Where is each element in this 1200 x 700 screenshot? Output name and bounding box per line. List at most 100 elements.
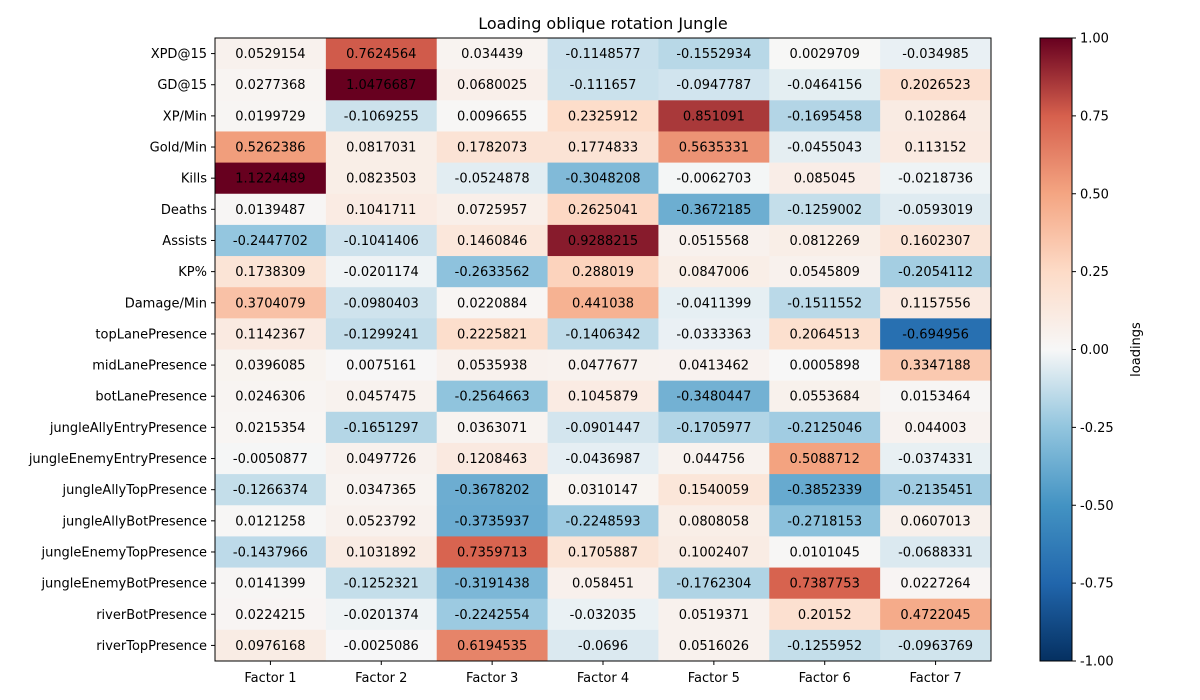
cell-value-label: -0.032035: [570, 608, 637, 623]
heatmap-cell: [658, 131, 770, 164]
row-label: topLanePresence: [95, 327, 207, 342]
column-label: Factor 5: [688, 671, 740, 686]
heatmap-cell: [880, 411, 992, 444]
column-labels: Factor 1 Factor 2 Factor 3 Factor 4 Factor 5…: [244, 661, 962, 686]
cell-value-label: 0.1602307: [900, 234, 970, 249]
cell-value-label: 0.0246306: [235, 390, 305, 405]
heatmap-cell: [769, 69, 881, 101]
cell-value-label: -0.0062703: [676, 172, 751, 187]
cell-value-label: 0.1774833: [568, 141, 638, 156]
heatmap-cell: [215, 193, 327, 226]
cell-value-label: 0.1460846: [457, 234, 527, 249]
cell-value-label: 0.0553684: [790, 390, 860, 405]
heatmap-cell: [436, 131, 549, 164]
cell-value-label: -0.2125046: [787, 421, 862, 436]
heatmap-cell: [547, 629, 659, 662]
heatmap-cell: [547, 38, 659, 70]
cell-value-label: 0.0457475: [346, 390, 416, 405]
cell-value-label: 0.1705887: [568, 545, 638, 560]
cell-value-label: 0.058451: [572, 577, 634, 592]
heatmap-cell: [769, 474, 881, 506]
cell-value-label: 0.2625041: [568, 203, 638, 218]
heatmap-cell: [547, 442, 659, 475]
cell-value-label: -0.694956: [902, 327, 969, 342]
heatmap-cell: [325, 380, 438, 413]
heatmap-cell: [880, 505, 992, 537]
row-label: Assists: [162, 234, 207, 249]
heatmap-cell: [215, 256, 327, 288]
cell-value-label: 0.4722045: [900, 608, 970, 623]
heatmap-cell: [215, 505, 327, 537]
cell-value-label: 0.0847006: [679, 265, 749, 280]
row-label: midLanePresence: [92, 359, 207, 374]
heatmap-cell: [215, 474, 327, 506]
heatmap-cell: [658, 598, 770, 631]
row-label: jungleEnemyEntryPresence: [28, 452, 207, 467]
heatmap-cell: [547, 505, 659, 537]
heatmap-cell: [880, 38, 992, 70]
heatmap-cell: [547, 131, 659, 164]
cell-value-label: -0.1255952: [787, 639, 862, 654]
heatmap-cell: [880, 629, 992, 662]
cell-value-label: 0.5635331: [679, 141, 749, 156]
heatmap-cell: [658, 256, 770, 288]
heatmap-cell: [215, 162, 327, 195]
heatmap-cell: [658, 505, 770, 537]
cell-value-label: -0.2054112: [898, 265, 973, 280]
cell-value-label: -0.0901447: [566, 421, 641, 436]
cell-value-label: 0.3704079: [235, 296, 305, 311]
cell-value-label: -0.0980403: [344, 296, 419, 311]
cell-value-label: 0.1208463: [457, 452, 527, 467]
heatmap-cell: [436, 349, 549, 382]
heatmap-cell: [325, 536, 438, 569]
cell-value-label: 0.0199729: [235, 109, 305, 124]
cell-value-label: -0.0218736: [898, 172, 973, 187]
heatmap-cell: [658, 162, 770, 195]
cell-value-label: -0.0201374: [344, 608, 419, 623]
cell-value-label: 0.0823503: [346, 172, 416, 187]
cell-value-label: -0.0050877: [233, 452, 308, 467]
cell-value-label: 0.0812269: [790, 234, 860, 249]
heatmap-cell: [769, 442, 881, 475]
heatmap-cell: [880, 318, 992, 350]
cell-value-label: 0.0005898: [790, 359, 860, 374]
heatmap-cell: [436, 567, 549, 600]
heatmap-cell: [325, 598, 438, 631]
heatmap-cell: [325, 411, 438, 444]
heatmap-cell: [769, 287, 881, 319]
heatmap-cell: [325, 193, 438, 226]
heatmap-cell: [436, 193, 549, 226]
cell-value-label: 0.0396085: [235, 359, 305, 374]
cell-value-label: -0.2718153: [787, 514, 862, 529]
heatmap-cell-labels: 0.0529154 0.7624564 0.034439 -0.1148577 -0.1…: [233, 47, 973, 654]
cell-value-label: -0.1069255: [344, 109, 419, 124]
cell-value-label: -0.2447702: [233, 234, 308, 249]
column-label: Factor 1: [244, 671, 296, 686]
cell-value-label: 0.0545809: [790, 265, 860, 280]
cell-value-label: 0.0139487: [235, 203, 305, 218]
cell-value-label: 0.102864: [905, 109, 967, 124]
cell-value-label: -0.0374331: [898, 452, 973, 467]
cell-value-label: -0.1299241: [344, 327, 419, 342]
heatmap-cell: [658, 536, 770, 569]
cell-value-label: -0.111657: [570, 78, 637, 93]
heatmap-cell: [658, 349, 770, 382]
cell-value-label: 0.5088712: [790, 452, 860, 467]
cell-value-label: -0.1148577: [566, 47, 641, 62]
cell-value-label: -0.1259002: [787, 203, 862, 218]
cell-value-label: -0.0688331: [898, 545, 973, 560]
row-label: botLanePresence: [95, 390, 207, 405]
row-labels: XPD@15 GD@15 XP/Min Gold/Min Kills Deaths Assi…: [28, 47, 215, 654]
cell-value-label: 0.0101045: [790, 545, 860, 560]
heatmap-cell: [215, 131, 327, 164]
heatmap-cell: [547, 349, 659, 382]
heatmap-cell: [436, 505, 549, 537]
cell-value-label: 1.1224489: [235, 172, 305, 187]
colorbar-label: loadings: [1129, 322, 1144, 377]
heatmap-cell: [325, 69, 438, 101]
cell-value-label: -0.2248593: [566, 514, 641, 529]
row-label: Gold/Min: [150, 141, 207, 156]
cell-value-label: 1.0476687: [346, 78, 416, 93]
heatmap-cell: [880, 474, 992, 506]
heatmap-cell: [658, 567, 770, 600]
